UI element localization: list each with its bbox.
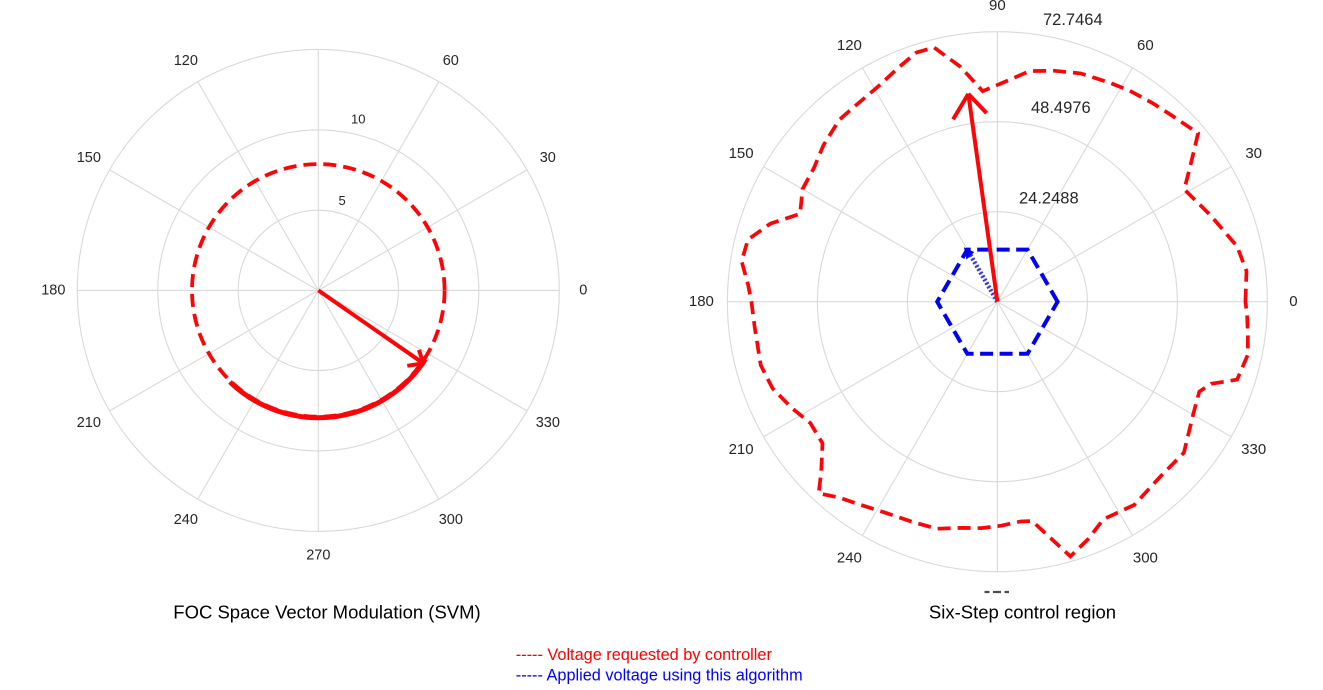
- svg-text:150: 150: [729, 145, 754, 162]
- svg-text:----- Voltage requested by con: ----- Voltage requested by controller: [516, 646, 773, 664]
- svg-text:60: 60: [443, 53, 459, 69]
- svg-text:240: 240: [174, 512, 198, 528]
- svg-text:330: 330: [1241, 441, 1266, 458]
- svg-text:5: 5: [339, 193, 346, 208]
- svg-text:90: 90: [989, 0, 1006, 14]
- svg-text:300: 300: [1133, 550, 1158, 567]
- svg-text:240: 240: [837, 550, 862, 567]
- svg-text:210: 210: [77, 415, 101, 431]
- svg-text:180: 180: [689, 293, 714, 310]
- svg-text:0: 0: [579, 282, 587, 298]
- svg-text:120: 120: [174, 53, 198, 69]
- svg-text:48.4976: 48.4976: [1031, 99, 1091, 117]
- svg-text:24.2488: 24.2488: [1019, 189, 1079, 207]
- svg-text:330: 330: [536, 415, 560, 431]
- svg-text:FOC Space Vector Modulation (S: FOC Space Vector Modulation (SVM): [173, 602, 480, 623]
- svg-text:----- Applied voltage using th: ----- Applied voltage using this algorit…: [516, 666, 803, 684]
- svg-text:72.7464: 72.7464: [1043, 11, 1103, 29]
- svg-text:30: 30: [1245, 145, 1262, 162]
- svg-text:300: 300: [439, 512, 463, 528]
- svg-text:180: 180: [41, 282, 65, 298]
- svg-text:10: 10: [351, 112, 365, 127]
- svg-text:60: 60: [1137, 37, 1154, 54]
- svg-text:120: 120: [837, 37, 862, 54]
- svg-text:270: 270: [306, 547, 330, 563]
- svg-text:30: 30: [540, 150, 556, 166]
- svg-text:150: 150: [77, 150, 101, 166]
- svg-text:0: 0: [1289, 293, 1297, 310]
- svg-text:210: 210: [729, 441, 754, 458]
- svg-text:Six-Step control region: Six-Step control region: [929, 602, 1116, 623]
